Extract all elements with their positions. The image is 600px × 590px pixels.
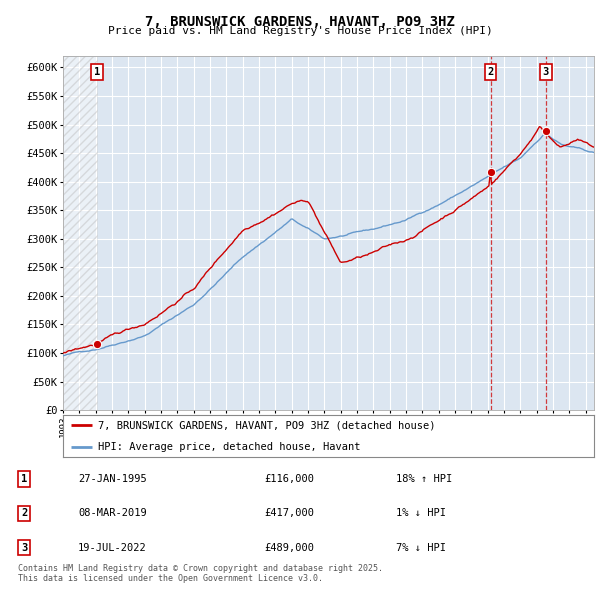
Text: 7, BRUNSWICK GARDENS, HAVANT, PO9 3HZ: 7, BRUNSWICK GARDENS, HAVANT, PO9 3HZ	[145, 15, 455, 29]
Text: HPI: Average price, detached house, Havant: HPI: Average price, detached house, Hava…	[98, 442, 360, 451]
Text: £417,000: £417,000	[264, 509, 314, 518]
Bar	[63, 56, 97, 410]
Text: 1: 1	[94, 67, 100, 77]
Text: Price paid vs. HM Land Registry's House Price Index (HPI): Price paid vs. HM Land Registry's House …	[107, 26, 493, 36]
Text: 18% ↑ HPI: 18% ↑ HPI	[396, 474, 452, 484]
Text: £489,000: £489,000	[264, 543, 314, 552]
Text: 3: 3	[21, 543, 27, 552]
Text: 3: 3	[542, 67, 549, 77]
Text: 08-MAR-2019: 08-MAR-2019	[78, 509, 147, 518]
Text: Contains HM Land Registry data © Crown copyright and database right 2025.
This d: Contains HM Land Registry data © Crown c…	[18, 563, 383, 583]
Text: 7% ↓ HPI: 7% ↓ HPI	[396, 543, 446, 552]
Text: 2: 2	[21, 509, 27, 518]
Text: 19-JUL-2022: 19-JUL-2022	[78, 543, 147, 552]
Text: 1% ↓ HPI: 1% ↓ HPI	[396, 509, 446, 518]
Text: 7, BRUNSWICK GARDENS, HAVANT, PO9 3HZ (detached house): 7, BRUNSWICK GARDENS, HAVANT, PO9 3HZ (d…	[98, 421, 435, 430]
Text: 1: 1	[21, 474, 27, 484]
Text: 27-JAN-1995: 27-JAN-1995	[78, 474, 147, 484]
Text: £116,000: £116,000	[264, 474, 314, 484]
Text: 2: 2	[488, 67, 494, 77]
